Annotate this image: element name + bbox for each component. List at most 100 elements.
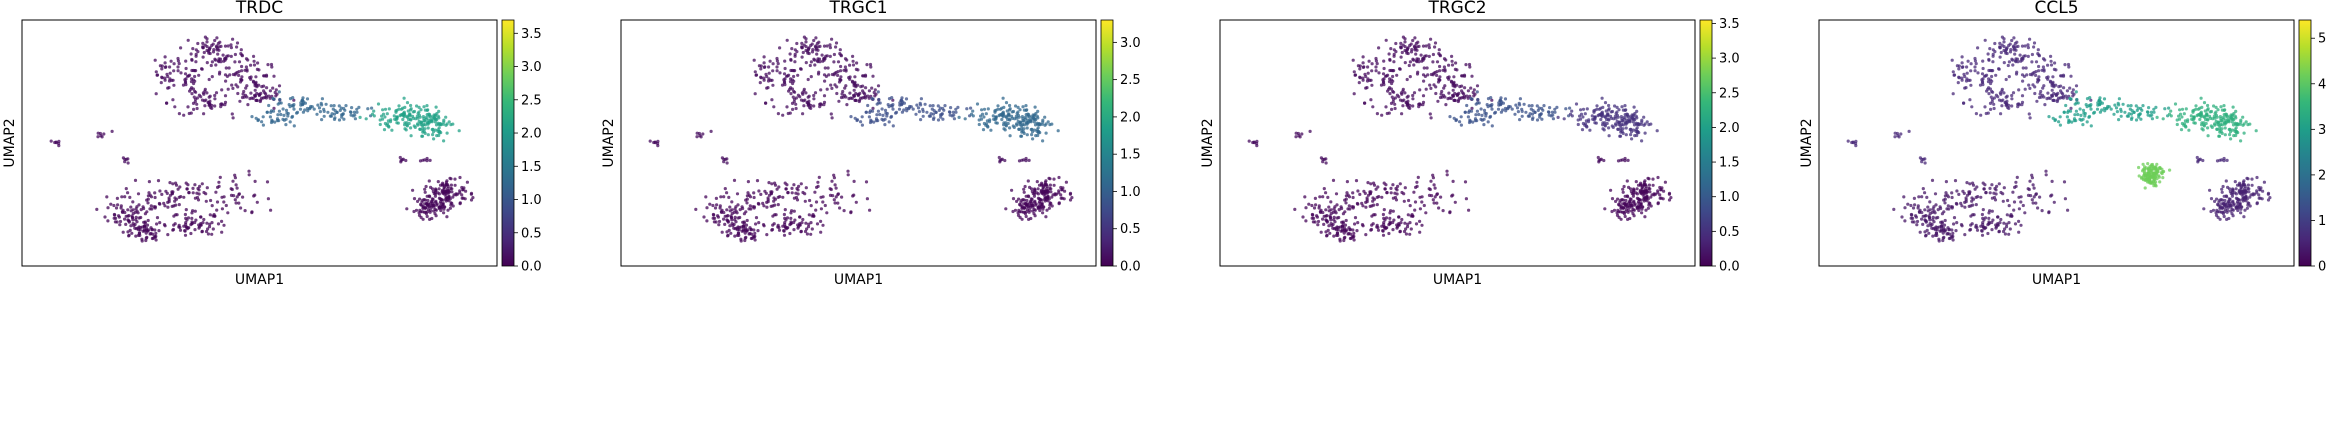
cell-dot-upper-right-cluster xyxy=(437,133,441,138)
cell-dot-upper-right-cluster xyxy=(2223,120,2227,125)
cell-dot-lower-right-cluster xyxy=(2234,187,2238,191)
cell-dot-upper-stream xyxy=(277,90,281,94)
cell-dot-upper-right-cluster xyxy=(2220,119,2224,123)
cell-dot-upper-left-lobe xyxy=(153,58,157,62)
cell-dot-upper-left-lobe xyxy=(1456,99,1460,104)
cell-dot-upper-left-lobe xyxy=(1392,69,1396,73)
cell-dot-upper-left-lobe xyxy=(171,98,175,102)
cell-dot-lower-main-cluster xyxy=(725,208,729,212)
cell-dot-lower-main-cluster xyxy=(1414,222,1419,226)
cell-dot-lower-main-cluster xyxy=(234,201,238,205)
cell-dot-upper-right-cluster xyxy=(2216,108,2220,112)
cell-dot-upper-right-cluster xyxy=(1025,133,1029,137)
cell-dot-lower-main-cluster xyxy=(2002,186,2006,190)
cell-dot-lower-main-cluster xyxy=(744,223,749,227)
cell-dot-upper-left-lobe xyxy=(1358,64,1362,68)
cell-dot-upper-stream xyxy=(1549,114,1553,118)
cell-dot-small-islands xyxy=(997,155,1001,160)
cell-dot-upper-stream xyxy=(2098,110,2102,114)
cell-dot-upper-left-lobe xyxy=(771,69,775,73)
cell-dot-lower-main-cluster xyxy=(1328,215,1332,219)
cell-dot-upper-left-lobe xyxy=(154,70,158,74)
cell-dot-lower-main-cluster xyxy=(123,217,127,221)
cell-dot-upper-right-cluster xyxy=(426,108,430,112)
cell-dot-lower-right-cluster xyxy=(439,208,443,213)
cell-dot-upper-stream xyxy=(1496,107,1501,111)
cell-dot-upper-left-lobe xyxy=(2057,85,2061,89)
cell-dot-lower-main-cluster xyxy=(1376,185,1380,189)
cell-dot-upper-right-cluster xyxy=(957,115,961,119)
cell-dot-upper-left-lobe xyxy=(1462,73,1467,77)
cell-dot-upper-left-lobe xyxy=(235,41,240,45)
cell-dot-lower-main-cluster xyxy=(789,216,793,220)
cell-dot-upper-left-lobe xyxy=(1392,90,1396,94)
cell-dot-lower-main-cluster xyxy=(755,179,760,183)
cell-dot-small-islands xyxy=(404,158,408,163)
cell-dot-upper-right-cluster xyxy=(1034,118,1038,122)
cell-dot-upper-stream xyxy=(342,106,346,111)
cell-dot-upper-left-lobe xyxy=(192,107,196,111)
cell-dot-upper-right-cluster xyxy=(1603,101,1608,105)
cell-dot-upper-left-lobe xyxy=(1358,76,1362,80)
cell-dot-small-islands xyxy=(1893,135,1897,139)
cell-dot-lower-main-cluster xyxy=(1400,190,1404,195)
cell-dot-lower-main-cluster xyxy=(815,222,820,226)
cell-dot-upper-right-cluster xyxy=(2239,139,2243,143)
cell-dot-lower-main-cluster xyxy=(742,212,747,216)
cell-dot-upper-stream xyxy=(2152,107,2156,111)
cell-dot-upper-left-lobe xyxy=(853,98,858,102)
cell-dot-upper-stream xyxy=(2139,106,2143,111)
cell-dot-lower-right-cluster xyxy=(2253,192,2257,196)
cell-dot-lower-main-cluster xyxy=(1335,231,1339,235)
cell-dot-upper-left-lobe xyxy=(1997,67,2001,71)
cell-dot-upper-left-lobe xyxy=(1974,112,1978,116)
cell-dot-lower-main-cluster xyxy=(147,191,151,195)
cell-dot-lower-main-cluster xyxy=(135,220,139,224)
cell-dot-upper-left-lobe xyxy=(188,89,192,93)
cell-dot-lower-main-cluster xyxy=(1927,231,1931,235)
cell-dot-lower-right-cluster xyxy=(1644,189,1648,193)
cell-dot-upper-stream xyxy=(261,115,265,119)
cell-dot-lower-right-cluster xyxy=(2214,213,2219,217)
cell-dot-upper-stream xyxy=(2129,112,2134,116)
cell-dot-lower-right-cluster xyxy=(469,192,473,196)
cell-dot-upper-left-lobe xyxy=(1973,69,1977,73)
cell-dot-lower-main-cluster xyxy=(2005,222,2009,226)
cell-dot-lower-main-cluster xyxy=(1998,221,2002,225)
cell-dot-lower-main-cluster xyxy=(728,205,732,209)
cell-dot-upper-right-cluster xyxy=(419,108,423,112)
cell-dot-upper-left-lobe xyxy=(768,59,772,63)
cell-dot-lower-main-cluster xyxy=(1415,184,1419,188)
cell-dot-upper-left-lobe xyxy=(2010,38,2014,43)
cell-dot-lower-main-cluster xyxy=(2038,195,2042,199)
cell-dot-upper-left-lobe xyxy=(828,43,832,47)
cell-dot-lower-main-cluster xyxy=(134,207,138,211)
cell-dot-lower-main-cluster xyxy=(801,190,805,195)
cell-dot-upper-left-lobe xyxy=(863,73,868,77)
cell-dot-upper-stream xyxy=(256,118,260,123)
cell-dot-upper-left-lobe xyxy=(1416,70,1420,74)
cell-dot-upper-right-cluster xyxy=(2216,123,2220,127)
cell-dot-lower-right-cluster xyxy=(1041,211,1045,215)
cell-dot-upper-left-lobe xyxy=(822,44,827,48)
cell-dot-upper-left-lobe xyxy=(822,94,827,98)
cell-dot-lower-main-cluster xyxy=(1334,192,1339,196)
cell-dot-small-islands xyxy=(1893,131,1897,135)
cell-dot-upper-left-lobe xyxy=(1974,62,1978,66)
cell-dot-lower-right-cluster xyxy=(1037,200,1042,204)
cell-dot-upper-left-lobe xyxy=(1400,50,1404,55)
cell-dot-lower-main-cluster xyxy=(235,195,239,199)
cell-dot-upper-right-cluster xyxy=(995,121,999,125)
cell-dot-lower-main-cluster xyxy=(209,198,213,203)
cell-dot-upper-left-lobe xyxy=(239,78,244,82)
cell-dot-lower-right-cluster xyxy=(469,198,474,202)
cell-dot-lower-main-cluster xyxy=(817,175,821,179)
cell-dot-lower-main-cluster xyxy=(1345,191,1349,195)
cell-dot-lower-main-cluster xyxy=(1941,226,1945,230)
cell-dot-lower-main-cluster xyxy=(834,195,838,199)
cell-dot-lower-right-cluster xyxy=(412,209,416,214)
cell-dot-upper-left-lobe xyxy=(795,41,799,46)
cell-dot-upper-left-lobe xyxy=(172,69,176,73)
cell-dot-upper-left-lobe xyxy=(223,44,228,48)
cell-dot-upper-left-lobe xyxy=(2009,48,2013,52)
